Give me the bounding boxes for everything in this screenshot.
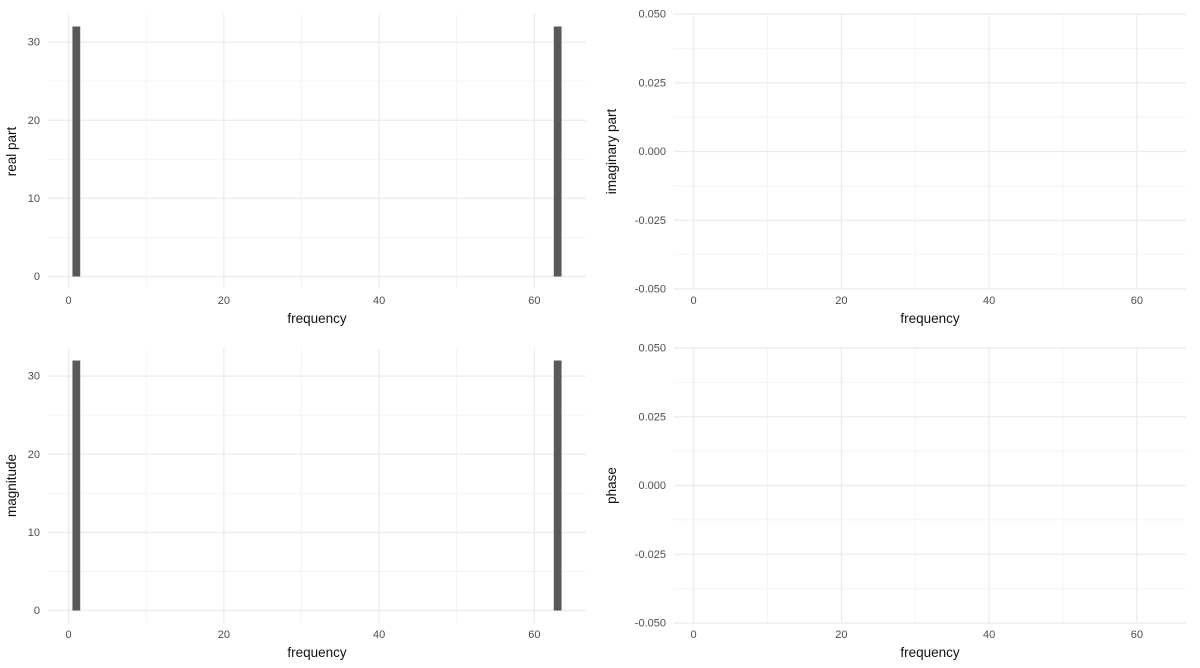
y-tick-label: 0.000 <box>638 146 666 158</box>
subplot-imaginary-part: 0 20 40 60 0.050 0.025 0.000 -0.025 -0.050 freque… <box>600 0 1200 334</box>
bar-frequency-1 <box>72 360 81 611</box>
x-axis-title: frequency <box>287 311 347 326</box>
panel-background <box>48 348 586 623</box>
x-tick-label: 0 <box>66 629 72 641</box>
y-axis-title: phase <box>604 467 619 504</box>
y-axis-title: magnitude <box>4 454 19 517</box>
y-tick-label: 0.025 <box>638 77 666 89</box>
x-tick-label: 60 <box>1131 629 1143 641</box>
x-axis-title: frequency <box>900 645 960 660</box>
y-tick-label: 30 <box>28 37 40 49</box>
y-tick-label: 0.050 <box>638 343 666 355</box>
x-tick-label: 0 <box>691 295 697 307</box>
x-tick-label: 0 <box>66 295 72 307</box>
y-axis-title: imaginary part <box>604 108 619 194</box>
x-tick-label: 20 <box>218 629 230 641</box>
x-tick-label: 60 <box>1131 295 1143 307</box>
y-tick-label: 0.050 <box>638 9 666 21</box>
bar-frequency-63 <box>553 26 562 277</box>
imaginary-part-chart: 0 20 40 60 0.050 0.025 0.000 -0.025 -0.050 freque… <box>604 9 1186 326</box>
x-tick-label: 40 <box>373 295 385 307</box>
real-part-chart: 0 20 40 60 0 10 20 30 frequency real part <box>4 14 586 326</box>
subplot-magnitude: 0 20 40 60 0 10 20 30 frequency magnitude <box>0 334 600 668</box>
y-tick-label: 30 <box>28 371 40 383</box>
y-tick-label: 20 <box>28 449 40 461</box>
x-tick-label: 20 <box>835 295 847 307</box>
x-tick-label: 40 <box>983 295 995 307</box>
y-tick-label: -0.025 <box>635 215 666 227</box>
x-axis-title: frequency <box>900 311 960 326</box>
y-tick-label: -0.050 <box>635 284 666 296</box>
x-tick-label: 20 <box>835 629 847 641</box>
y-tick-label: 10 <box>28 193 40 205</box>
phase-chart: 0 20 40 60 0.050 0.025 0.000 -0.025 -0.050 freque… <box>604 343 1186 660</box>
x-tick-label: 60 <box>528 629 540 641</box>
x-axis-title: frequency <box>287 645 347 660</box>
bar-frequency-63 <box>553 360 562 611</box>
subplot-phase: 0 20 40 60 0.050 0.025 0.000 -0.025 -0.050 freque… <box>600 334 1200 668</box>
y-tick-label: 0.025 <box>638 411 666 423</box>
x-tick-label: 20 <box>218 295 230 307</box>
bar-frequency-1 <box>72 26 81 277</box>
y-tick-label: 10 <box>28 527 40 539</box>
y-tick-label: 0 <box>34 271 40 283</box>
y-tick-label: -0.025 <box>635 549 666 561</box>
panel-background <box>48 14 586 289</box>
x-tick-label: 40 <box>983 629 995 641</box>
y-tick-label: -0.050 <box>635 618 666 630</box>
x-tick-label: 40 <box>373 629 385 641</box>
y-tick-label: 20 <box>28 115 40 127</box>
y-tick-label: 0.000 <box>638 480 666 492</box>
subplot-real-part: 0 20 40 60 0 10 20 30 frequency real part <box>0 0 600 334</box>
y-axis-title: real part <box>4 126 19 176</box>
x-tick-label: 0 <box>691 629 697 641</box>
y-tick-label: 0 <box>34 605 40 617</box>
magnitude-chart: 0 20 40 60 0 10 20 30 frequency magnitude <box>4 348 586 660</box>
x-tick-label: 60 <box>528 295 540 307</box>
